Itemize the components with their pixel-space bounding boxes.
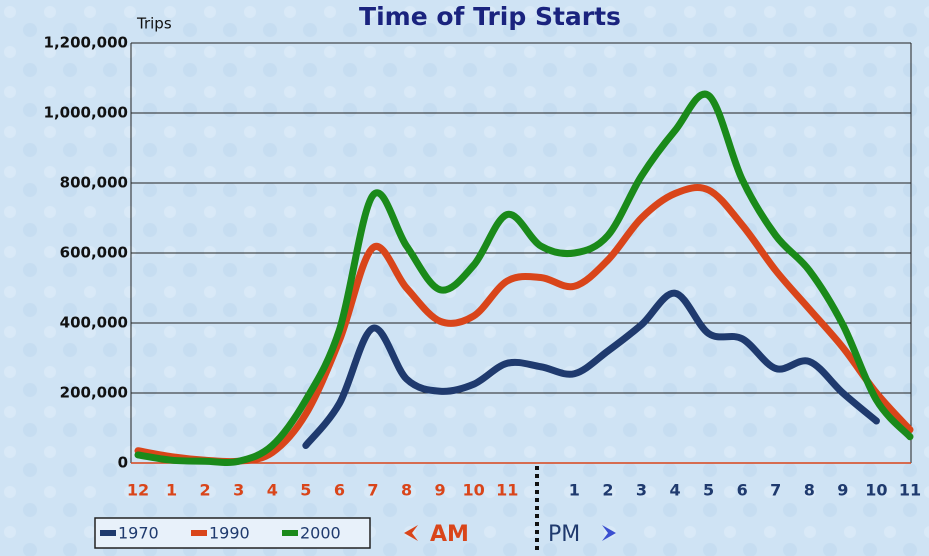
x-tick-label: 7	[367, 481, 378, 500]
pm-label: PM	[548, 522, 580, 547]
x-tick-label: 5	[703, 481, 714, 500]
x-tick-label: 3	[233, 481, 244, 500]
am-arrow	[404, 525, 418, 541]
y-tick-label: 400,000	[60, 314, 128, 332]
legend-label: 1990	[209, 524, 250, 543]
chart-title: Time of Trip Starts	[359, 2, 621, 31]
y-axis-label: Trips	[136, 15, 172, 33]
y-tick-label: 0	[118, 454, 128, 472]
legend-swatch	[100, 530, 116, 536]
x-tick-label: 5	[300, 481, 311, 500]
x-tick-label: 7	[770, 481, 781, 500]
series-line	[134, 184, 914, 466]
x-tick-label: 8	[401, 481, 412, 500]
legend-swatch	[191, 530, 207, 536]
y-tick-label: 1,000,000	[44, 104, 128, 122]
x-tick-label: 4	[267, 481, 278, 500]
y-tick-label: 200,000	[60, 384, 128, 402]
x-tick-label: 1	[166, 481, 177, 500]
x-tick-label: 6	[737, 481, 748, 500]
series-line	[134, 90, 914, 466]
x-tick-label: 2	[602, 481, 613, 500]
y-tick-label: 600,000	[60, 244, 128, 262]
x-tick-label: 12	[127, 481, 149, 500]
x-tick-label: 10	[463, 481, 485, 500]
am-label: AM	[430, 522, 469, 547]
x-tick-label: 9	[837, 481, 848, 500]
pm-arrow	[602, 525, 616, 541]
x-tick-label: 9	[435, 481, 446, 500]
x-tick-label: 8	[804, 481, 815, 500]
x-tick-label: 11	[899, 481, 921, 500]
x-tick-label: 6	[334, 481, 345, 500]
x-tick-label: 2	[200, 481, 211, 500]
x-tick-label: 10	[865, 481, 887, 500]
x-tick-label: 11	[496, 481, 518, 500]
y-tick-label: 800,000	[60, 174, 128, 192]
legend-swatch	[282, 530, 298, 536]
legend-label: 1970	[118, 524, 159, 543]
legend-label: 2000	[300, 524, 341, 543]
legend-box	[94, 517, 371, 549]
x-tick-label: 1	[569, 481, 580, 500]
series-line	[302, 289, 880, 449]
y-tick-label: 1,200,000	[44, 34, 128, 52]
x-tick-label: 3	[636, 481, 647, 500]
x-tick-label: 4	[669, 481, 680, 500]
